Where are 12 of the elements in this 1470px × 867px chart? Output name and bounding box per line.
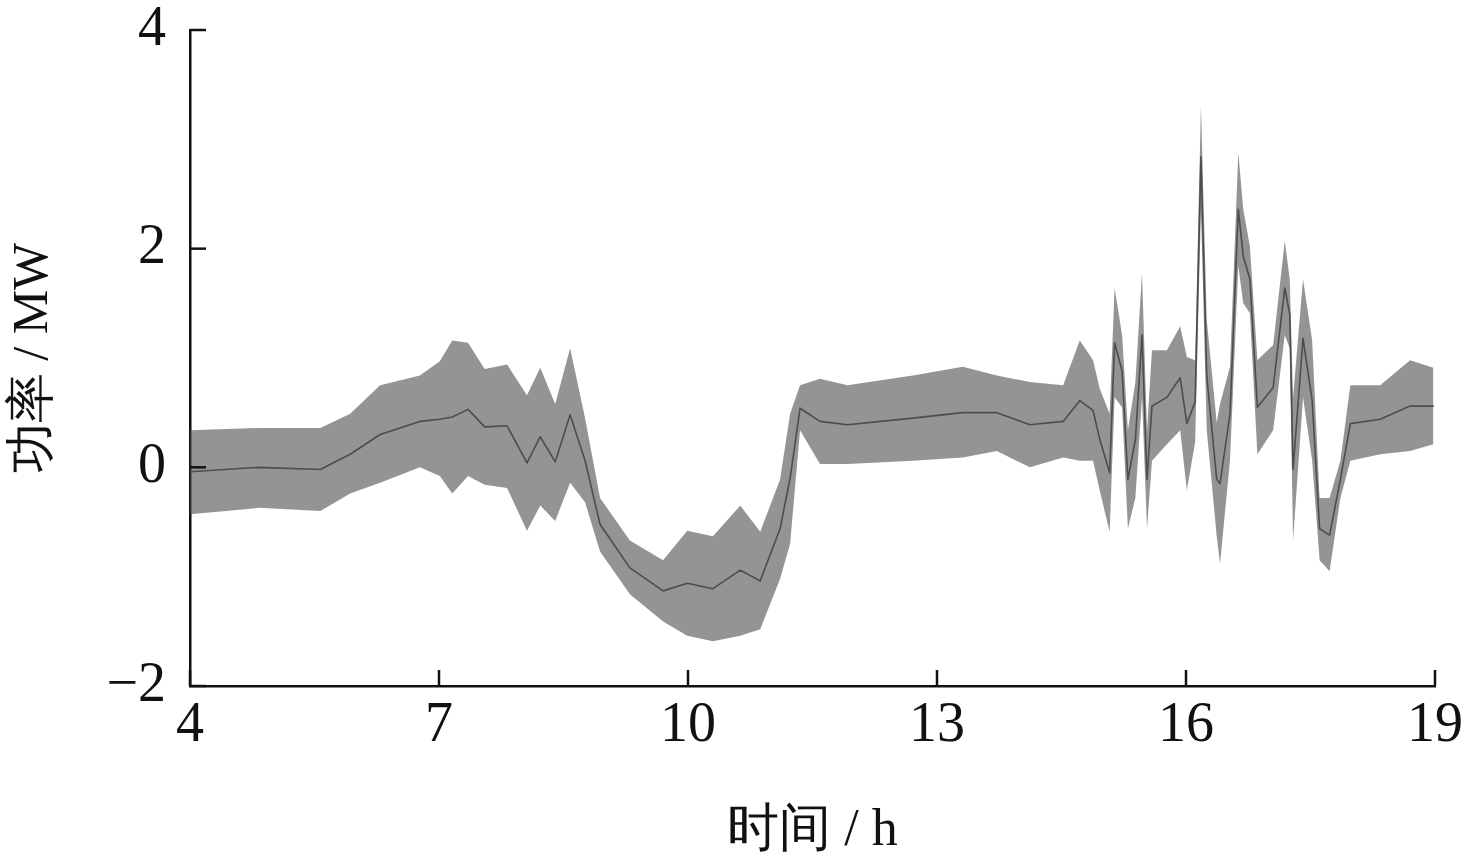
y-axis-title: 功率 / MW (2, 241, 59, 474)
x-tick-label: 10 (660, 690, 716, 753)
y-tick-label: 0 (138, 432, 166, 495)
y-tick-label: 2 (138, 213, 166, 276)
y-tick-label: 4 (138, 0, 166, 57)
x-tick-label: 4 (176, 690, 204, 753)
x-axis-title: 时间 / h (727, 799, 898, 857)
y-tick-label: −2 (106, 650, 166, 713)
x-tick-label: 13 (909, 690, 965, 753)
x-tick-label: 7 (425, 690, 453, 753)
x-tick-label: 16 (1158, 690, 1214, 753)
x-tick-label: 19 (1407, 690, 1463, 753)
